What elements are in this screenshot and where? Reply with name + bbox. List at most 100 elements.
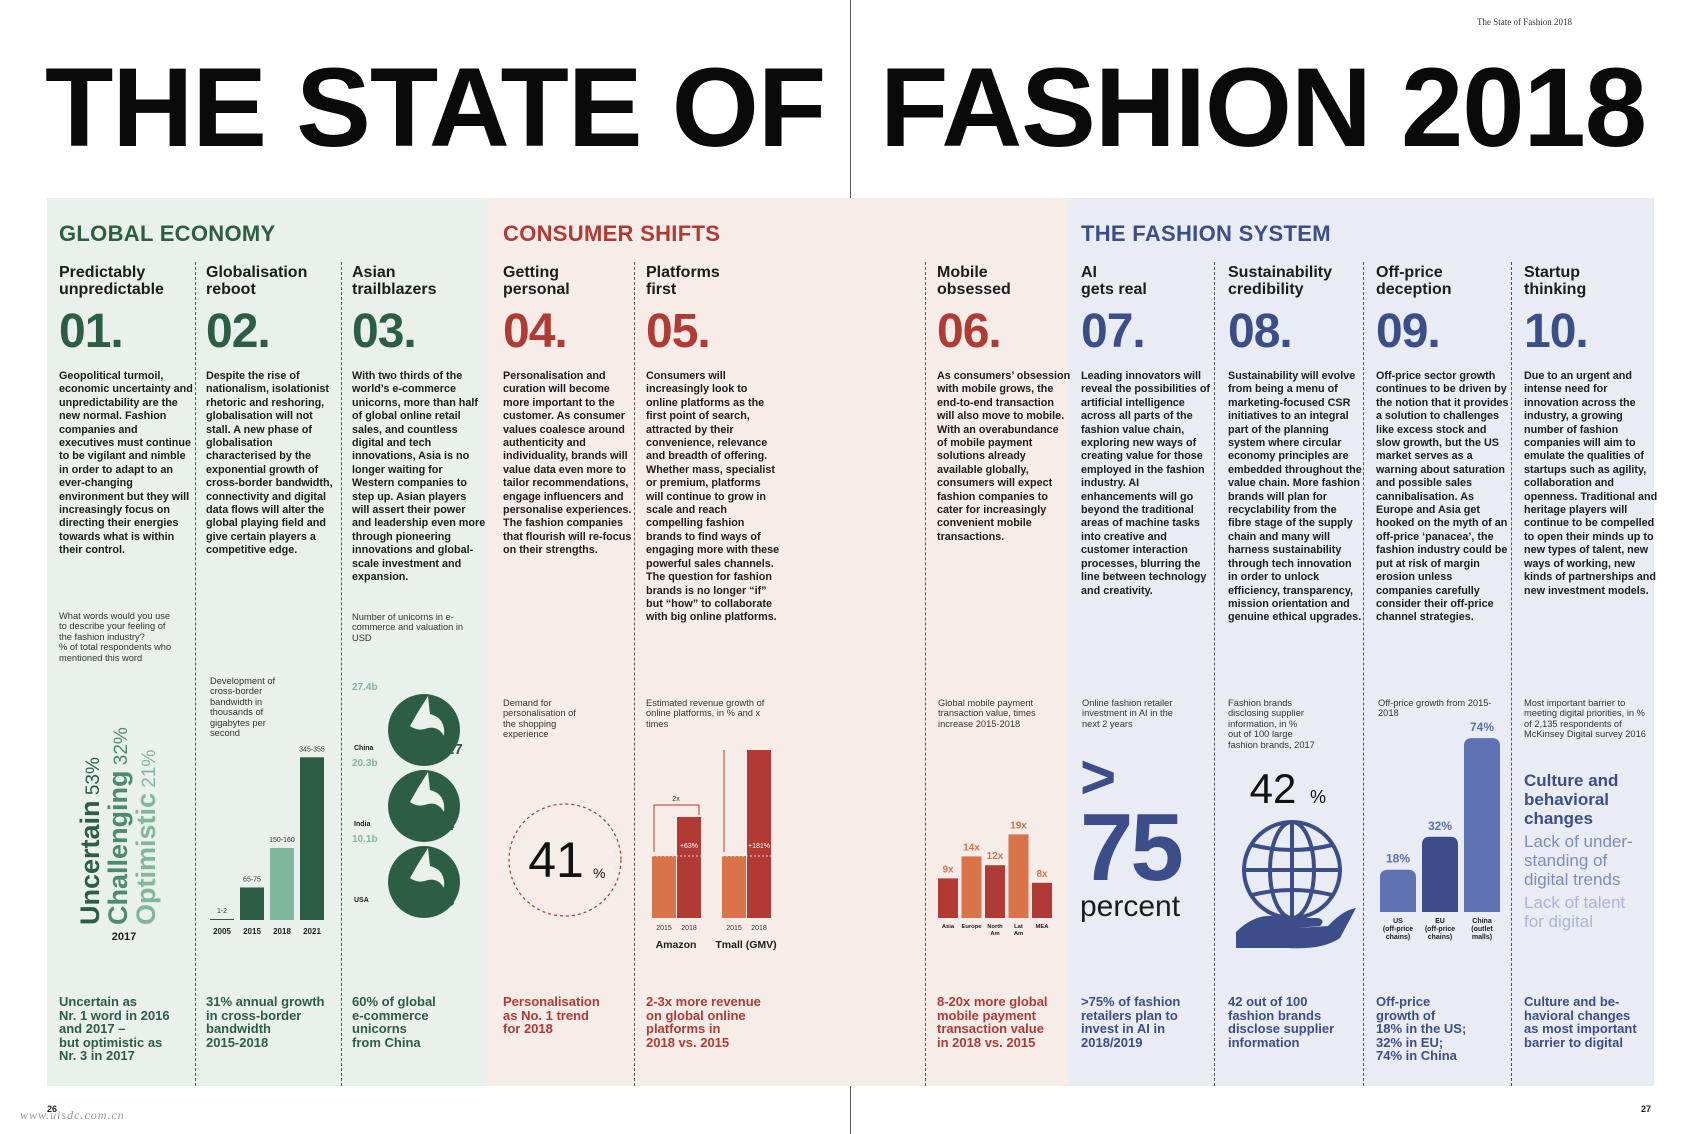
trend-body: Off-price sector growth continues to be … [1376, 370, 1509, 624]
unicorn-valuation: 10.1b [352, 834, 378, 845]
consumer-shifts-panel-right [925, 198, 1068, 1086]
chart-bandwidth: 1-2 2005 65-75 2015 150-160 2018 345-355 2021 [210, 746, 325, 936]
barrier-line: digital trends [1524, 870, 1621, 889]
chart-caption: Most important barrier to meeting digita… [1524, 698, 1646, 740]
chart-words: Uncertain 53% Challenging 32%Optimistic 2… [75, 727, 161, 943]
trend-title: Off-price deception [1376, 264, 1452, 298]
column-divider [195, 262, 196, 1086]
takeaway-06: 8-20x more global mobile payment transac… [937, 994, 1048, 1050]
trend-title: AI gets real [1081, 264, 1147, 298]
trend-title: Globalisation reboot [206, 264, 308, 298]
trend-title: Mobile obsessed [937, 264, 1011, 298]
section-title-consumer: CONSUMER SHIFTS [503, 221, 721, 246]
offprice-bar [1422, 836, 1458, 912]
offprice-region: EU [1435, 918, 1445, 925]
offprice-region: (off-price [1383, 926, 1413, 933]
personalisation-value: 41 [528, 832, 584, 888]
title-right: FASHION 2018 [880, 45, 1647, 170]
takeaway-02: 31% annual growth in cross-border bandwi… [206, 994, 325, 1050]
chart-caption: What words would you use to describe you… [59, 611, 172, 663]
platform-name: Tmall (GMV) [715, 939, 776, 951]
mobile-region: Lat [1014, 924, 1023, 930]
trend-05: Platforms first 05. Consumers will incre… [646, 264, 780, 625]
offprice-region: US [1393, 918, 1403, 925]
chart-unicorns: 27.4b China 27 20.3b India 4 10.1b USA 5 [352, 682, 463, 918]
chart-platforms: +63%2x20152018Amazon+181%2.8x20152018Tma… [652, 750, 777, 951]
unicorn-count: 27 [446, 741, 463, 758]
barrier-line: Culture and [1524, 771, 1619, 790]
ai-unit: percent [1080, 890, 1181, 923]
takeaway-10: Culture and be- havioral changes as most… [1524, 994, 1637, 1050]
trend-number: 04. [503, 305, 568, 358]
unicorn-icon [388, 694, 460, 766]
platform-bar-2015 [652, 856, 676, 918]
trend-title: Platforms first [646, 264, 720, 298]
chart-caption: Development of cross-border bandwidth in… [210, 676, 276, 739]
barrier-line: behavioral [1524, 790, 1610, 809]
chart-barriers: Culture and behavioral changes Lack of unde… [1524, 771, 1652, 931]
trend-body: Personalisation and curation will become… [503, 370, 632, 557]
page-number-left: 26 [47, 1104, 58, 1114]
fashion-system-panel [1068, 198, 1654, 1086]
bandwidth-bar [240, 887, 264, 920]
trend-number: 03. [352, 305, 417, 358]
trend-title: Sustainability credibility [1228, 264, 1333, 298]
global-economy-panel [47, 198, 488, 1086]
unicorn-country: China [354, 745, 374, 752]
platform-bracket [653, 804, 700, 852]
offprice-bar [1464, 738, 1500, 912]
page-number-right: 27 [1641, 1104, 1652, 1114]
offprice-value: 74% [1470, 720, 1494, 734]
globe-icon [1242, 820, 1342, 920]
barrier-line: changes [1524, 809, 1593, 828]
suppliers-value: 42 [1250, 765, 1297, 812]
chart-caption: Estimated revenue growth of online platf… [646, 698, 765, 729]
platform-growth: +63% [680, 843, 698, 850]
unicorn-icon [388, 770, 460, 842]
mobile-value: 9x [942, 864, 954, 875]
takeaway-01: Uncertain as Nr. 1 word in 2016 and 2017… [59, 994, 170, 1063]
mobile-bar [961, 856, 982, 918]
chart-caption: Demand for personalisation of the shoppi… [503, 698, 576, 740]
takeaway-04: Personalisation as No. 1 trend for 2018 [503, 994, 600, 1036]
trend-title: Asian trailblazers [352, 264, 437, 298]
chevron-icon: > [1080, 743, 1117, 812]
unicorn-valuation: 20.3b [352, 758, 378, 769]
word-label: Optimistic 21% [131, 750, 161, 925]
bandwidth-year: 2021 [303, 927, 321, 936]
mobile-value: 14x [963, 842, 980, 853]
mobile-region: Am [1014, 931, 1023, 937]
platform-bar-2015 [722, 856, 746, 918]
mobile-value: 8x [1036, 869, 1048, 880]
column-divider [634, 262, 635, 1086]
chart-caption: Number of unicorns in e-commerce and val… [352, 612, 464, 643]
barrier-line: standing of [1524, 851, 1608, 870]
platform-bracket [723, 750, 725, 852]
header-note: The State of Fashion 2018 [1477, 17, 1572, 27]
trend-08: Sustainability credibility 08. Sustainab… [1228, 264, 1362, 625]
trend-03: Asian trailblazers 03. With two thirds o… [352, 264, 486, 585]
platform-multiplier: 2x [672, 796, 680, 803]
unicorn-country: USA [354, 897, 369, 904]
mobile-bar [1032, 882, 1052, 918]
chart-ai: > 75 percent [1080, 747, 1208, 935]
takeaway-09: Off-price growth of 18% in the US; 32% i… [1376, 994, 1467, 1063]
column-divider [925, 262, 926, 1086]
column-divider [341, 262, 342, 1086]
trend-number: 07. [1081, 305, 1146, 358]
chart-personalisation: 41 % [508, 803, 622, 917]
trend-07: AI gets real 07. Leading innovators will… [1081, 264, 1215, 598]
chart-offprice: 18%US(off-pricechains)32%EU(off-pricecha… [1380, 720, 1500, 941]
platform-tick: 2018 [751, 925, 767, 932]
trend-body: With two thirds of the world’s e-commerc… [352, 370, 486, 584]
trend-body: Due to an urgent and intense need for in… [1524, 370, 1658, 597]
unicorn-head-shape [410, 772, 445, 812]
mobile-region: Asia [942, 924, 955, 930]
takeaway-07: >75% of fashion retailers plan to invest… [1081, 994, 1181, 1050]
barrier-line: Lack of talent [1524, 893, 1626, 912]
trend-title: Predictably unpredictable [59, 264, 164, 298]
consumer-shifts-panel [488, 198, 925, 1086]
trend-04: Getting personal 04. Personalisation and… [503, 264, 637, 558]
section-title-global: GLOBAL ECONOMY [59, 221, 276, 246]
trend-number: 01. [59, 305, 124, 358]
